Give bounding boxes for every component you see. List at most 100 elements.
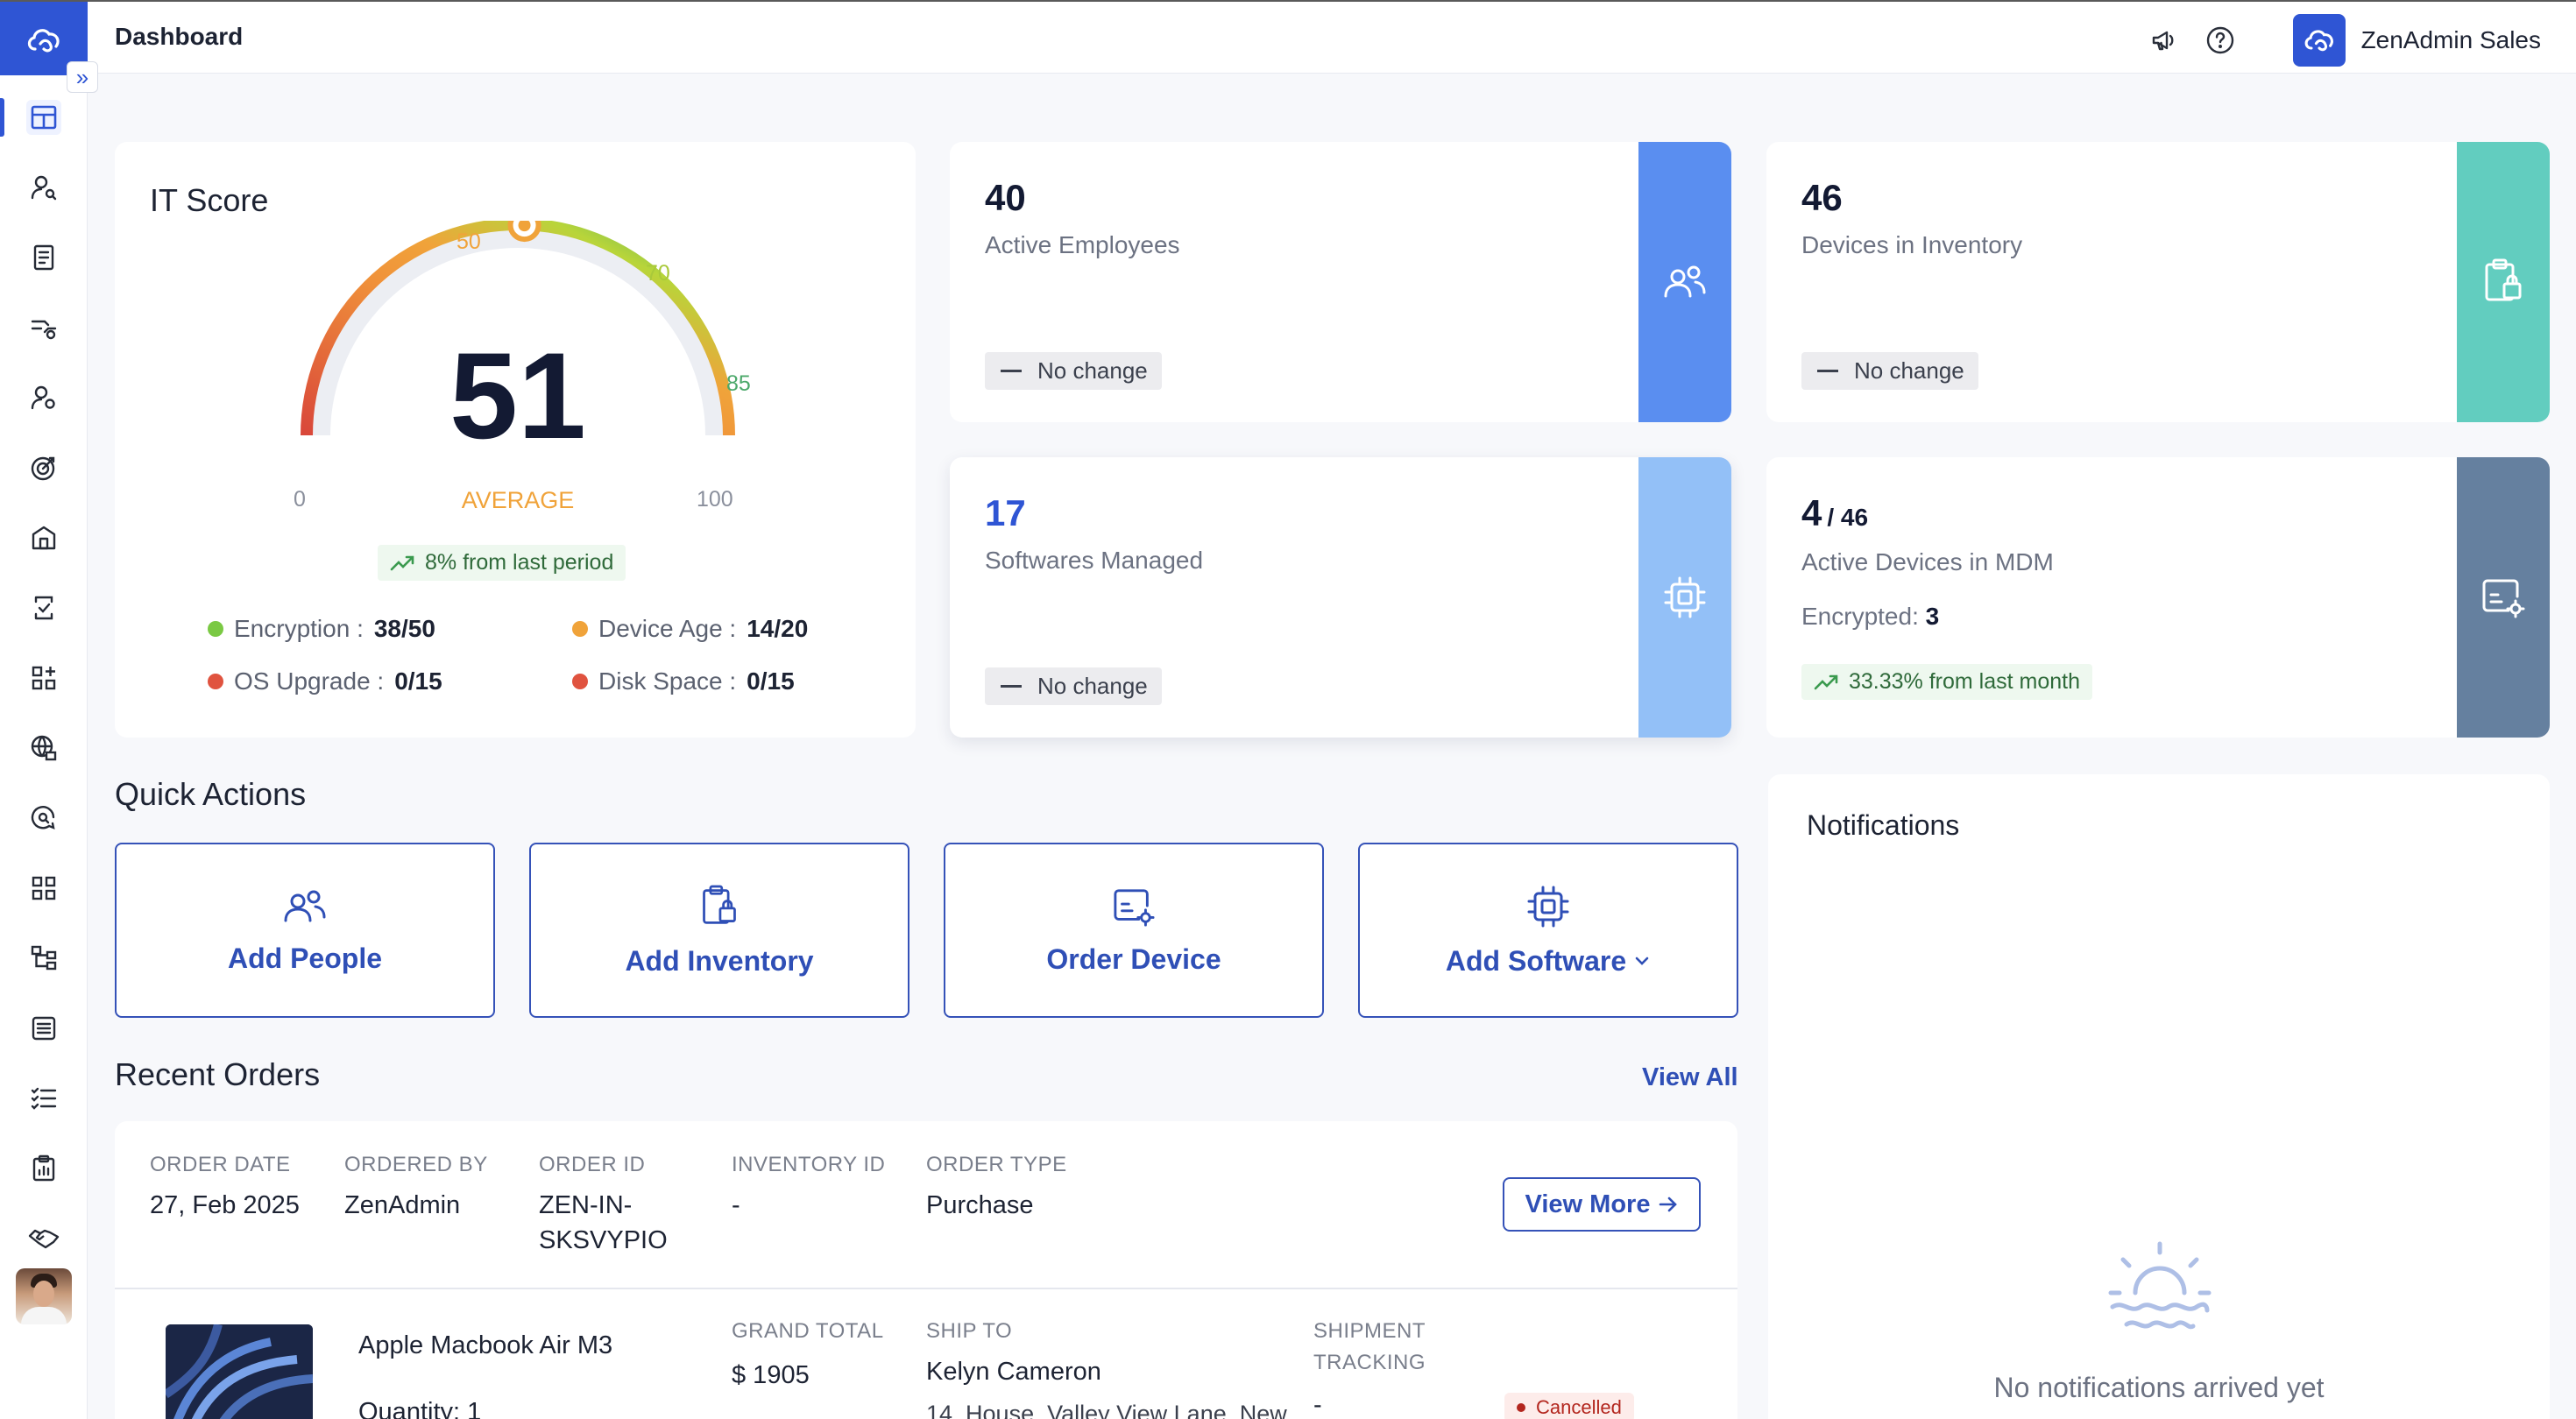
clipboard-lock-icon xyxy=(703,885,736,924)
order-divider xyxy=(115,1288,1737,1289)
inventory-stripe xyxy=(2457,142,2550,422)
sunrise-icon xyxy=(2108,1241,2212,1330)
mdm-devices-card[interactable]: 4/ 46 Active Devices in MDM Encrypted: 3… xyxy=(1766,457,2550,738)
col-header-order-type: ORDER TYPE xyxy=(926,1153,1067,1176)
trend-up-icon xyxy=(390,555,414,570)
order-id-line2: SKSVYPIO xyxy=(539,1226,668,1254)
nav-offices[interactable] xyxy=(26,520,61,555)
mdm-devices-value: 4/ 46 xyxy=(1801,492,1868,534)
tracking-label-line2: TRACKING xyxy=(1313,1351,1426,1374)
sidebar xyxy=(0,75,88,1419)
devices-inventory-card[interactable]: 46 Devices in Inventory No change xyxy=(1766,142,2550,422)
recent-orders-title: Recent Orders xyxy=(115,1056,321,1092)
notifications-panel: Notifications No notifications arrived y… xyxy=(1768,774,2550,1419)
add-people-label: Add People xyxy=(227,942,382,974)
mdm-trend: 33.33% from last month xyxy=(1801,664,2093,700)
recent-orders-list: ORDER DATE ORDERED BY ORDER ID INVENTORY… xyxy=(115,1121,1737,1419)
product-quantity: Quantity: 1 xyxy=(358,1398,482,1419)
nav-workflows[interactable] xyxy=(26,310,61,345)
metric-value: 38/50 xyxy=(373,615,435,642)
add-people-button[interactable]: Add People xyxy=(115,843,495,1018)
change-text: No change xyxy=(1037,673,1148,699)
active-employees-value: 40 xyxy=(985,177,1026,218)
chip-icon xyxy=(1664,576,1706,618)
nav-dashboard[interactable] xyxy=(26,100,61,135)
order-id: ZEN-IN- SKSVYPIO xyxy=(539,1188,668,1258)
product-name: Apple Macbook Air M3 xyxy=(358,1331,613,1359)
quick-actions-title: Quick Actions xyxy=(115,776,307,812)
order-device-button[interactable]: Order Device xyxy=(944,843,1324,1018)
view-all-link[interactable]: View All xyxy=(1642,1063,1738,1091)
device-settings-icon xyxy=(2482,579,2525,618)
col-header-ordered-by: ORDERED BY xyxy=(344,1153,488,1176)
nav-hierarchy[interactable] xyxy=(26,941,61,976)
product-image xyxy=(166,1324,313,1419)
handshake-icon xyxy=(28,1229,60,1249)
org-name: ZenAdmin Sales xyxy=(2360,26,2541,53)
nav-widgets[interactable] xyxy=(26,871,61,906)
trend-up-icon xyxy=(1814,674,1838,689)
view-more-button[interactable]: View More xyxy=(1503,1177,1701,1232)
checklist-icon xyxy=(31,1087,57,1110)
nav-list[interactable] xyxy=(26,1011,61,1046)
it-score-rating: AVERAGE xyxy=(461,487,575,513)
org-switcher[interactable]: ZenAdmin Sales xyxy=(2292,14,2541,67)
user-settings-icon xyxy=(31,385,55,410)
order-type: Purchase xyxy=(926,1191,1034,1219)
shipment-tracking-value: - xyxy=(1313,1391,1322,1419)
expand-sidebar-button[interactable]: » xyxy=(67,61,98,93)
gauge-min-label: 0 xyxy=(294,487,306,512)
nav-network[interactable] xyxy=(26,731,61,766)
ship-to-address: 14, House, Valley View Lane, New xyxy=(926,1401,1287,1419)
add-software-button[interactable]: Add Software xyxy=(1358,843,1738,1018)
metric-label: Device Age : xyxy=(598,615,737,642)
mdm-total-count: / 46 xyxy=(1827,504,1869,531)
page-title: Dashboard xyxy=(115,23,244,50)
status-dot xyxy=(208,674,223,689)
top-bar: Dashboard ZenAdmin Sales xyxy=(0,0,2576,79)
nav-user-settings[interactable] xyxy=(26,380,61,415)
gauge-tick-85: 85 xyxy=(726,371,751,396)
nav-scan[interactable] xyxy=(26,590,61,625)
add-inventory-button[interactable]: Add Inventory xyxy=(529,843,909,1018)
cloud-logo-icon xyxy=(27,29,60,53)
help-icon[interactable] xyxy=(2203,23,2238,58)
nav-people[interactable] xyxy=(26,170,61,205)
change-text: No change xyxy=(1854,357,1964,384)
it-score-trend-text: 8% from last period xyxy=(425,550,614,575)
nav-partners[interactable] xyxy=(26,1221,61,1256)
gauge-max-label: 100 xyxy=(697,487,733,512)
nav-reports[interactable] xyxy=(26,1151,61,1186)
mdm-active-count: 4 xyxy=(1801,492,1822,533)
change-text: No change xyxy=(1037,357,1148,384)
nav-goals[interactable] xyxy=(26,450,61,485)
nav-documents[interactable] xyxy=(26,240,61,275)
notifications-title: Notifications xyxy=(1807,809,1960,841)
announcement-icon[interactable] xyxy=(2147,23,2182,58)
arrow-right-icon xyxy=(1660,1197,1678,1212)
metric-device-age: Device Age : 14/20 xyxy=(572,615,808,643)
people-icon xyxy=(1664,265,1706,298)
building-icon xyxy=(32,526,56,550)
active-employees-card[interactable]: 40 Active Employees No change xyxy=(950,142,1731,422)
nav-checklist[interactable] xyxy=(26,1081,61,1116)
metric-disk-space: Disk Space : 0/15 xyxy=(572,667,795,695)
mdm-devices-label: Active Devices in MDM xyxy=(1801,548,2054,575)
col-header-inventory-id: INVENTORY ID xyxy=(732,1153,886,1176)
avatar[interactable] xyxy=(16,1268,72,1324)
ship-to-name: Kelyn Cameron xyxy=(926,1358,1101,1386)
nav-search-chat[interactable] xyxy=(26,801,61,836)
ship-to-label: SHIP TO xyxy=(926,1319,1013,1343)
softwares-managed-card[interactable]: 17 Softwares Managed No change xyxy=(950,457,1731,738)
shipment-tracking-label: SHIPMENT TRACKING xyxy=(1313,1316,1426,1379)
notifications-empty-text: No notifications arrived yet xyxy=(1993,1372,2325,1403)
apps-icon xyxy=(32,666,56,690)
chip-icon xyxy=(1527,886,1569,927)
status-text: Cancelled xyxy=(1536,1396,1622,1418)
change-badge: No change xyxy=(985,352,1162,390)
software-stripe xyxy=(1638,457,1731,738)
encrypted-value: 3 xyxy=(1925,603,1940,630)
softwares-managed-value: 17 xyxy=(985,492,1026,533)
col-header-order-date: ORDER DATE xyxy=(150,1153,291,1176)
nav-apps[interactable] xyxy=(26,660,61,695)
